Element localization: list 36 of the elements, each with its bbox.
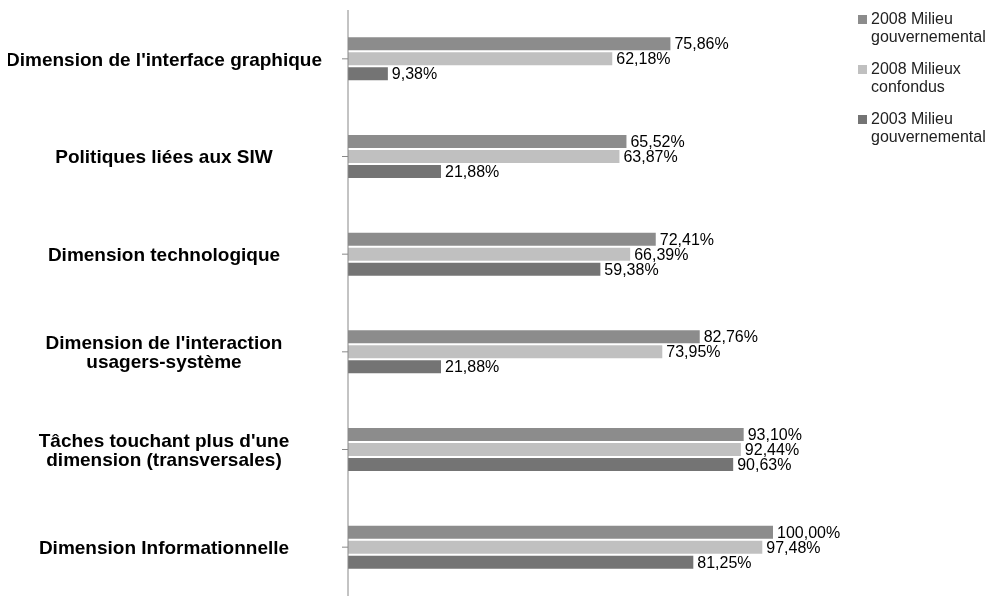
bar (348, 443, 741, 457)
bar (348, 360, 441, 374)
bar (348, 458, 734, 472)
data-label: 81,25% (697, 553, 752, 571)
y-tick-label: Dimension technologique (47, 243, 281, 265)
legend-label: 2008 Milieu gouvernemental (871, 10, 987, 46)
data-label: 82,76% (703, 328, 758, 346)
data-label: 63,87% (623, 148, 678, 166)
bar (348, 262, 601, 276)
bar (348, 52, 613, 66)
bar (348, 540, 763, 554)
data-label: 21,88% (444, 358, 500, 376)
data-label: 65,52% (630, 133, 685, 151)
legend-label: 2008 Milieux confondus (871, 60, 962, 96)
data-label: 9,38% (391, 65, 438, 83)
y-tick-label: Dimension de l'interaction usagers-système (45, 332, 283, 373)
y-tick-label: Politiques liées aux SIW (55, 146, 273, 168)
data-label: 75,86% (674, 35, 729, 53)
bar (348, 150, 620, 164)
data-label: 62,18% (616, 50, 671, 68)
bar (348, 165, 441, 179)
bar (348, 247, 631, 261)
y-tick-label: Dimension Informationnelle (38, 536, 290, 558)
bar (348, 555, 694, 569)
data-label: 93,10% (747, 426, 802, 444)
data-label: 90,63% (737, 456, 792, 474)
data-label: 100,00% (777, 523, 841, 541)
bar (348, 67, 388, 81)
data-label: 92,44% (744, 441, 800, 459)
data-label: 73,95% (666, 343, 721, 361)
y-tick-label: Dimension de l'interface graphique (6, 48, 322, 70)
legend-label: 2003 Milieu gouvernemental (871, 110, 987, 146)
y-tick-label: Tâches touchant plus d'une dimension (transversales) (38, 429, 290, 470)
bar (348, 345, 663, 359)
data-label: 72,41% (659, 230, 715, 248)
data-label: 21,88% (444, 163, 500, 181)
